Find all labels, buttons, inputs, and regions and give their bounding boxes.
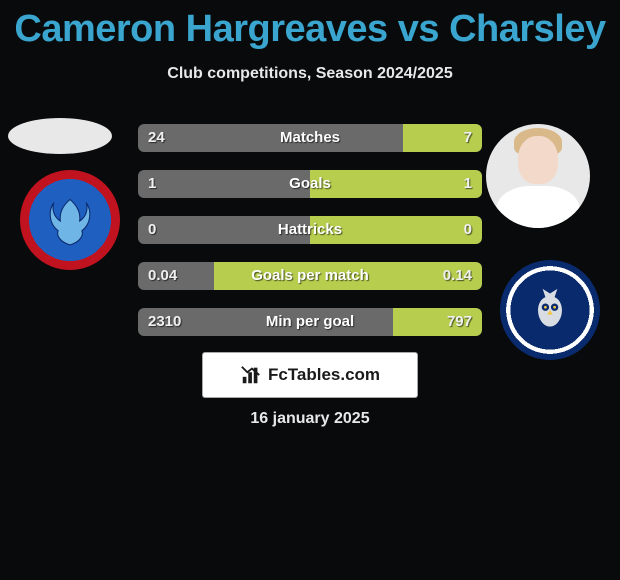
stat-value-right: 0.14: [443, 262, 472, 290]
phoenix-icon: [43, 193, 97, 247]
stat-value-right: 0: [464, 216, 472, 244]
stat-value-right: 797: [447, 308, 472, 336]
stat-row-gpm: 0.04 Goals per match 0.14: [138, 262, 482, 290]
club-right-badge: [500, 260, 600, 360]
stat-value-right: 1: [464, 170, 472, 198]
stat-row-goals: 1 Goals 1: [138, 170, 482, 198]
player-left-photo: [8, 118, 112, 154]
stat-row-matches: 24 Matches 7: [138, 124, 482, 152]
stat-label: Min per goal: [138, 308, 482, 336]
club-left-badge: [20, 170, 120, 270]
bar-chart-icon: [240, 364, 262, 386]
subtitle: Club competitions, Season 2024/2025: [0, 65, 620, 83]
owl-icon: [527, 287, 573, 333]
brand-box[interactable]: FcTables.com: [202, 352, 418, 398]
stats-block: 24 Matches 7 1 Goals 1 0 Hattricks 0 0.0…: [138, 124, 482, 354]
stat-label: Matches: [138, 124, 482, 152]
page-title: Cameron Hargreaves vs Charsley: [0, 0, 620, 51]
stat-label: Goals per match: [138, 262, 482, 290]
stat-label: Goals: [138, 170, 482, 198]
stat-label: Hattricks: [138, 216, 482, 244]
stat-row-hattricks: 0 Hattricks 0: [138, 216, 482, 244]
stat-row-mpg: 2310 Min per goal 797: [138, 308, 482, 336]
date-line: 16 january 2025: [0, 410, 620, 428]
stat-value-right: 7: [464, 124, 472, 152]
brand-label: FcTables.com: [268, 365, 380, 385]
player-right-photo: [486, 124, 590, 228]
